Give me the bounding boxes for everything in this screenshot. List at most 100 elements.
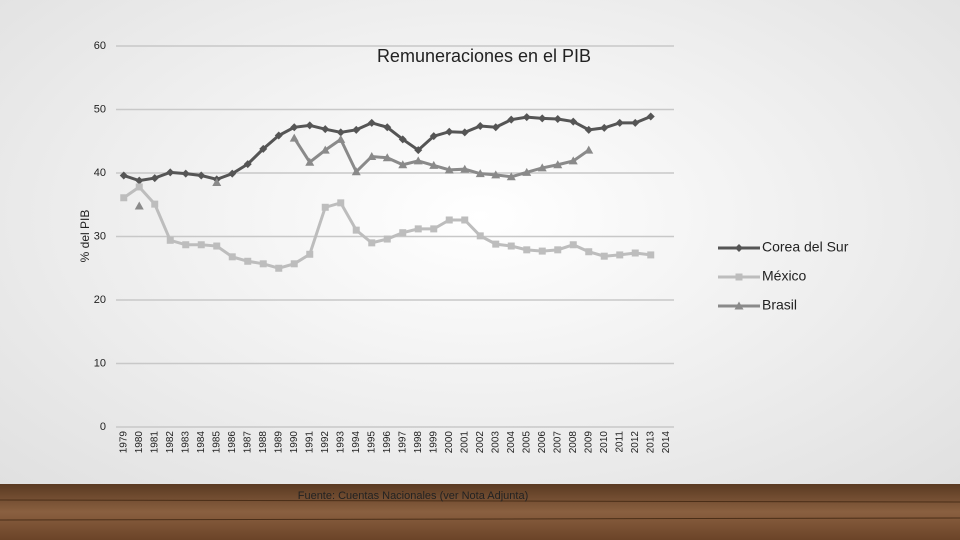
x-tick-label: 2014 [661, 431, 672, 454]
x-tick-label: 1997 [397, 431, 408, 454]
marker [259, 260, 267, 268]
marker [398, 160, 408, 169]
marker [290, 123, 299, 132]
marker [631, 118, 640, 127]
x-tick-label: 1995 [366, 431, 377, 454]
marker [321, 203, 329, 211]
source-note: Fuente: Cuentas Nacionales (ver Nota Adj… [298, 490, 529, 502]
x-tick-label: 1996 [382, 431, 393, 454]
x-tick-label: 1982 [165, 431, 176, 454]
x-tick-label: 1998 [413, 431, 424, 454]
y-tick-label: 60 [94, 40, 106, 52]
y-tick-label: 50 [94, 103, 106, 115]
marker [413, 156, 423, 165]
marker [306, 250, 314, 258]
x-tick-label: 2012 [630, 431, 641, 454]
marker [414, 146, 423, 155]
marker [616, 251, 624, 259]
marker [135, 176, 144, 185]
marker [553, 160, 563, 169]
wood-plank [0, 499, 960, 503]
marker [600, 252, 608, 260]
marker [735, 273, 743, 281]
marker [445, 216, 453, 224]
marker [631, 249, 639, 257]
marker [290, 260, 298, 268]
marker [134, 201, 144, 210]
x-tick-label: 1983 [180, 431, 191, 454]
marker [321, 125, 330, 134]
x-tick-label: 1986 [227, 431, 238, 454]
x-tick-label: 2006 [537, 431, 548, 454]
marker [352, 226, 360, 234]
marker [259, 144, 268, 153]
marker [244, 257, 252, 265]
marker [182, 241, 190, 249]
marker [491, 123, 500, 132]
marker [522, 167, 532, 176]
marker [646, 112, 655, 121]
marker [492, 240, 500, 248]
x-tick-label: 1984 [196, 431, 207, 454]
x-tick-label: 2007 [552, 431, 563, 454]
marker [228, 169, 237, 178]
x-tick-label: 2005 [521, 431, 532, 454]
x-tick-label: 1988 [258, 431, 269, 454]
y-tick-label: 10 [94, 357, 106, 369]
x-tick-label: 2011 [614, 431, 625, 453]
marker [212, 178, 222, 187]
marker [554, 246, 562, 254]
marker [197, 241, 205, 249]
chart-title: Remuneraciones en el PIB [377, 46, 591, 66]
x-tick-label: 1980 [134, 431, 145, 454]
x-tick-label: 2013 [645, 431, 656, 454]
marker [507, 115, 516, 124]
marker [615, 118, 624, 127]
x-tick-label: 2001 [459, 431, 470, 454]
marker [553, 115, 562, 124]
x-tick-label: 1979 [118, 431, 129, 454]
marker [523, 246, 531, 254]
marker [647, 251, 655, 259]
marker [135, 183, 143, 191]
y-tick-label: 0 [100, 421, 106, 433]
x-tick-label: 2003 [490, 431, 501, 454]
marker [735, 244, 743, 252]
marker [383, 235, 391, 243]
x-tick-label: 2004 [506, 431, 517, 454]
x-tick-label: 2009 [583, 431, 594, 454]
x-tick-label: 1990 [289, 431, 300, 454]
marker [429, 132, 438, 141]
marker [305, 121, 314, 130]
y-tick-label: 40 [94, 167, 106, 179]
marker [119, 171, 128, 180]
marker [476, 122, 485, 131]
marker [275, 264, 283, 272]
marker [445, 127, 454, 136]
x-tick-label: 1991 [304, 431, 315, 454]
marker [166, 168, 175, 177]
marker [491, 170, 501, 179]
marker [507, 242, 515, 250]
x-tick-label: 1999 [428, 431, 439, 454]
marker [398, 135, 407, 144]
marker [460, 128, 469, 137]
x-tick-label: 1992 [320, 431, 331, 454]
marker [367, 118, 376, 127]
x-tick-label: 2008 [568, 431, 579, 454]
marker [569, 241, 577, 249]
x-tick-label: 1993 [335, 431, 346, 454]
legend-label: Corea del Sur [762, 239, 849, 255]
y-tick-label: 30 [94, 230, 106, 242]
x-tick-label: 1994 [351, 431, 362, 454]
marker [568, 156, 578, 165]
x-tick-label: 2010 [599, 431, 610, 454]
marker [475, 169, 485, 178]
marker [320, 145, 330, 154]
marker [414, 225, 422, 233]
marker [430, 225, 438, 233]
marker [506, 172, 516, 181]
y-tick-label: 20 [94, 294, 106, 306]
wood-plank [0, 517, 960, 521]
